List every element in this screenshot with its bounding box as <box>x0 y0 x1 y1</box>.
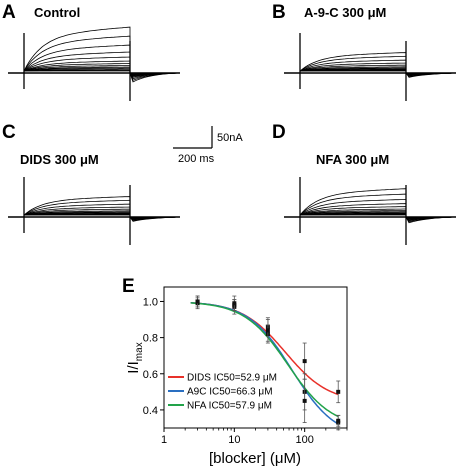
panel-letter-a: A <box>2 2 16 23</box>
data-point <box>302 359 307 364</box>
current-trace <box>23 26 181 83</box>
y-axis-title-sub: max <box>134 342 145 361</box>
y-axis-title-main: I/I <box>125 361 142 374</box>
data-point <box>336 418 341 423</box>
data-point <box>195 299 200 304</box>
y-tick-label: 0.8 <box>143 333 158 345</box>
panel-letter-b: B <box>272 2 286 23</box>
fit-curves <box>190 302 339 425</box>
panel-letter-d: D <box>272 122 286 143</box>
y-tick-label: 0.4 <box>143 405 158 417</box>
x-tick-label: 1 <box>161 434 167 446</box>
current-trace <box>299 203 457 221</box>
current-trace <box>23 60 181 77</box>
current-trace <box>299 55 457 78</box>
y-tick-label: 1.0 <box>143 296 158 308</box>
current-trace <box>299 206 457 220</box>
panel-label-dids: DIDS 300 μM <box>20 152 99 167</box>
current-traces-dids <box>8 177 181 245</box>
panel-letter-e: E <box>122 276 135 297</box>
data-point <box>336 389 341 394</box>
panel-label-a9c: A-9-C 300 μM <box>304 5 386 20</box>
svg-text:I/Imax: I/Imax <box>125 342 145 373</box>
current-trace <box>299 59 457 77</box>
current-trace <box>23 44 181 80</box>
current-trace <box>299 52 457 78</box>
scale-bar: 50nA 200 ms <box>173 126 243 165</box>
current-trace <box>299 198 457 222</box>
current-traces-control <box>8 26 181 101</box>
x-tick-label: 10 <box>228 434 240 446</box>
legend: DIDS IC50=52.9 μM A9C IC50=66.3 μM NFA IC5… <box>168 373 277 412</box>
y-axis: 0.4 0.6 0.8 1.0 <box>143 296 164 417</box>
x-tick-label: 100 <box>295 434 313 446</box>
current-trace <box>23 35 181 81</box>
scale-time-label: 200 ms <box>178 153 215 165</box>
panel-label-nfa: NFA 300 μM <box>316 152 389 167</box>
panel-label-control: Control <box>34 5 80 20</box>
current-trace <box>23 196 181 222</box>
current-trace <box>23 203 181 221</box>
data-point <box>232 301 237 306</box>
fit-curve <box>190 302 339 418</box>
current-trace <box>23 63 181 76</box>
legend-label: A9C IC50=66.3 μM <box>187 387 273 398</box>
current-trace <box>23 206 181 220</box>
dose-response-chart: 1 10 100 0.4 0.6 0.8 1.0 DIDS IC50=52.9 μM A9C… <box>125 286 348 467</box>
current-trace <box>299 188 457 224</box>
legend-label: NFA IC50=57.9 μM <box>187 401 272 412</box>
y-tick-label: 0.6 <box>143 369 158 381</box>
scale-amplitude-label: 50nA <box>217 132 243 144</box>
data-point <box>302 398 307 403</box>
current-trace <box>299 193 457 223</box>
current-trace <box>23 51 181 78</box>
current-traces-nfa <box>284 177 457 245</box>
current-trace <box>23 199 181 222</box>
x-axis: 1 10 100 <box>161 428 348 446</box>
current-traces-a9c <box>284 33 457 101</box>
data-point <box>265 328 270 333</box>
current-trace <box>23 56 181 77</box>
legend-label: DIDS IC50=52.9 μM <box>187 373 277 384</box>
panel-letter-c: C <box>2 122 16 143</box>
y-axis-title: I/Imax <box>125 342 145 373</box>
current-trace <box>299 62 457 76</box>
x-axis-title: [blocker] (μM) <box>209 450 301 467</box>
data-points <box>195 295 341 431</box>
